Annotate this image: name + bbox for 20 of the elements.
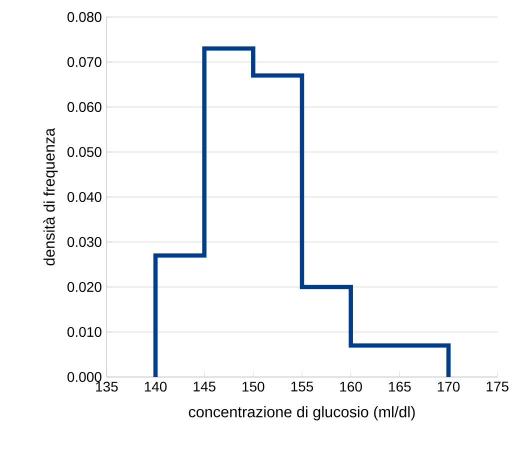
x-tick-label: 155 (291, 382, 314, 392)
x-tick-label: 170 (438, 382, 460, 392)
y-tick-label: 0.010 (67, 327, 102, 337)
y-axis-title: densità di frequenza (43, 128, 58, 266)
x-tick-label: 160 (340, 382, 362, 392)
x-tick-label: 135 (96, 382, 118, 392)
x-tick-label: 150 (242, 382, 264, 392)
x-tick-label: 165 (389, 382, 411, 392)
y-tick-label: 0.040 (67, 192, 102, 202)
x-tick-label: 175 (486, 382, 508, 392)
y-tick-label: 0.080 (67, 12, 102, 22)
y-tick-label: 0.060 (67, 102, 102, 112)
y-tick-label: 0.030 (67, 237, 102, 247)
y-tick-label: 0.050 (67, 147, 102, 157)
x-tick-label: 145 (194, 382, 216, 392)
x-axis-title: concentrazione di glucosio (ml/dl) (188, 406, 415, 420)
y-tick-label: 0.070 (67, 57, 102, 67)
x-tick-label: 140 (144, 382, 167, 392)
y-tick-label: 0.020 (67, 282, 102, 292)
y-tick-label: 0.000 (67, 372, 102, 382)
